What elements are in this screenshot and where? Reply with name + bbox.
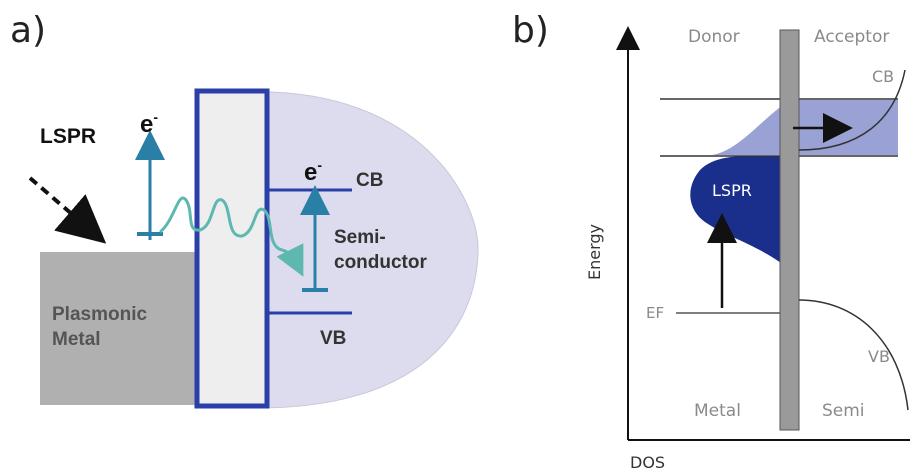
panel-b: b) Energy DOS LSPR EF Donor Acceptor CB … — [512, 10, 910, 472]
fermi-level-label: EF — [646, 304, 664, 322]
plasmonic-label-line1: Plasmonic — [52, 304, 147, 325]
metal-label: Metal — [694, 401, 741, 421]
plasmonic-metal-block — [40, 252, 220, 405]
vb-label-b: VB — [868, 347, 890, 366]
vb-curve — [798, 299, 909, 411]
plasmonic-label-line2: Metal — [52, 329, 101, 350]
acceptor-label: Acceptor — [814, 27, 889, 47]
electron-right: e- — [304, 157, 322, 186]
energy-axis-label: Energy — [585, 224, 604, 280]
overlap-label: Overlap — [660, 119, 727, 139]
electron-left: e- — [140, 109, 158, 138]
interface-barrier — [194, 88, 270, 409]
lspr-label-b: LSPR — [712, 181, 752, 200]
dos-axis-label: DOS — [630, 453, 665, 472]
panel-b-letter: b) — [512, 10, 549, 51]
semiconductor-label-line1: Semi- — [334, 227, 386, 248]
lspr-label-a: LSPR — [40, 125, 96, 148]
semiconductor-region — [249, 91, 479, 409]
vb-label: VB — [320, 328, 346, 349]
panel-a: a) Plasmonic Metal CB VB Semi- conductor… — [10, 10, 479, 409]
semiconductor-label-line2: conductor — [334, 252, 427, 273]
panel-a-letter: a) — [10, 10, 46, 51]
donor-label: Donor — [688, 27, 740, 47]
cb-label-b: CB — [872, 67, 894, 86]
cb-label: CB — [356, 170, 383, 191]
semi-label: Semi — [822, 401, 865, 421]
energy-transfer-wave — [158, 196, 304, 277]
barrier-bar — [779, 29, 800, 431]
cb-curve — [798, 69, 906, 151]
incident-light-arrow — [28, 176, 107, 244]
lspr-distribution — [690, 155, 790, 270]
